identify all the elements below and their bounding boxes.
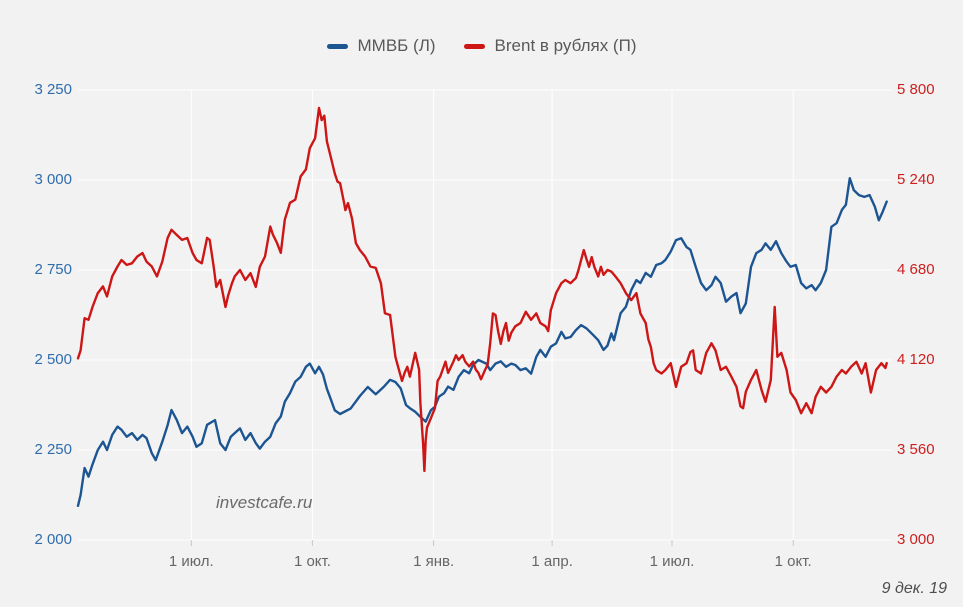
legend-label: ММВБ (Л)	[357, 36, 436, 55]
legend-item-brent[interactable]: Brent в рублях (П)	[463, 36, 637, 56]
x-axis-tick-label: 1 янв.	[413, 553, 455, 570]
x-axis-tick-label: 1 июл.	[168, 553, 214, 570]
legend-marker-icon	[463, 43, 485, 49]
chart-legend: ММВБ (Л) Brent в рублях (П)	[0, 34, 963, 58]
y-right-tick-label: 4 120	[897, 351, 935, 368]
y-left-tick-label: 3 000	[34, 171, 72, 188]
x-axis-tick-label: 1 июл.	[649, 553, 695, 570]
x-axis-tick-label: 1 окт.	[774, 553, 812, 570]
y-left-tick-label: 3 250	[34, 81, 72, 98]
watermark: investcafe.ru	[216, 493, 313, 512]
legend-item-mmvb[interactable]: ММВБ (Л)	[326, 36, 436, 56]
x-axis-tick-label: 1 апр.	[531, 553, 573, 570]
legend-label: Brent в рублях (П)	[494, 36, 637, 55]
y-right-tick-label: 3 560	[897, 441, 935, 458]
series-line-1	[76, 106, 888, 473]
y-left-tick-label: 2 250	[34, 441, 72, 458]
y-right-tick-label: 5 240	[897, 171, 935, 188]
series-line-0	[76, 176, 888, 507]
legend-marker-icon	[326, 43, 348, 49]
x-axis-tick-label: 1 окт.	[293, 553, 331, 570]
y-right-tick-label: 3 000	[897, 531, 935, 548]
y-left-tick-label: 2 000	[34, 531, 72, 548]
y-left-tick-label: 2 500	[34, 351, 72, 368]
date-stamp: 9 дек. 19	[881, 580, 947, 597]
y-left-tick-label: 2 750	[34, 261, 72, 278]
y-right-tick-label: 5 800	[897, 81, 935, 98]
y-right-tick-label: 4 680	[897, 261, 935, 278]
